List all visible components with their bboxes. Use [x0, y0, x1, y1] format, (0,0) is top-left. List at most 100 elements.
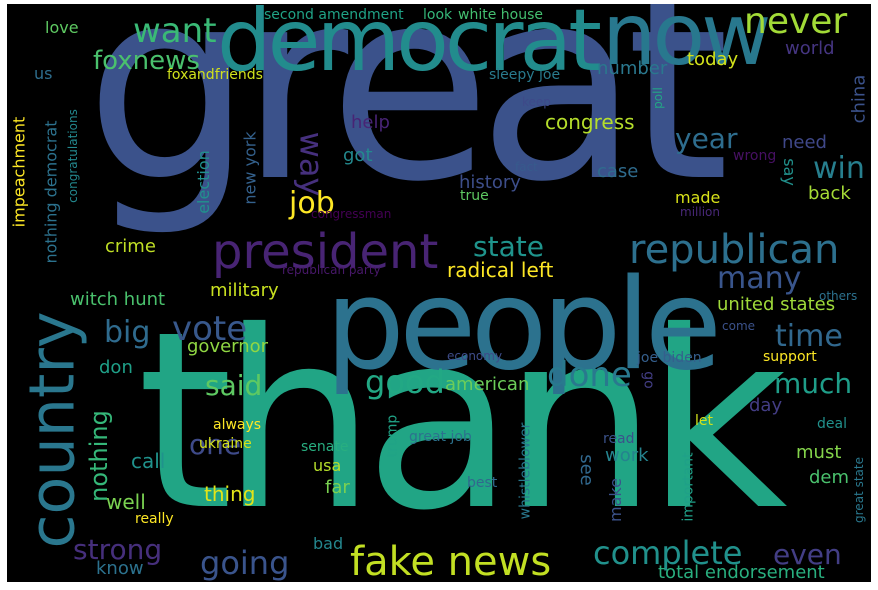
word-well: well: [106, 490, 146, 514]
word-foxnews: foxnews: [93, 46, 200, 76]
word-make: make: [605, 478, 625, 522]
word-many: many: [717, 261, 802, 296]
word-said: said: [205, 369, 263, 402]
word-know: know: [96, 558, 144, 579]
word-total-endorsement: total endorsement: [658, 562, 825, 582]
word-thing: thing: [204, 482, 256, 506]
word-important: important: [680, 452, 697, 522]
word-come: come: [722, 319, 756, 333]
word-us: us: [34, 64, 53, 83]
word-dem: dem: [809, 467, 850, 488]
word-really: really: [135, 511, 174, 527]
word-day: day: [749, 395, 783, 416]
word-history: history: [459, 172, 521, 193]
word-one: one: [189, 428, 242, 461]
word-witch-hunt: witch hunt: [70, 289, 166, 310]
word-call: call: [131, 449, 166, 473]
word-great: great: [85, 4, 730, 240]
word-got: got: [343, 145, 373, 166]
word-congress: congress: [545, 110, 635, 134]
word-want: want: [133, 11, 217, 51]
word-strong: strong: [73, 533, 163, 566]
word-big: big: [104, 315, 151, 350]
word-trump: trump: [384, 414, 401, 458]
word-republican: republican: [629, 227, 840, 273]
word-second-amendment: second amendment: [264, 7, 404, 23]
word-others: others: [819, 289, 858, 303]
word-see: see: [575, 454, 597, 486]
word-joe-biden: joe biden: [637, 350, 702, 366]
word-china: china: [848, 74, 870, 124]
word-love: love: [45, 18, 79, 37]
word-done: done: [547, 355, 632, 395]
word-time: time: [775, 319, 843, 354]
word-support: support: [763, 349, 817, 365]
word-american: american: [445, 374, 530, 395]
word-democrat: democrat: [217, 4, 602, 91]
word-number: number: [597, 58, 668, 79]
word-congressman: congressman: [311, 207, 392, 221]
word-best: best: [467, 475, 498, 491]
word-impeachment: impeachment: [9, 116, 29, 228]
word-vote: vote: [172, 309, 248, 349]
word-ukraine: ukraine: [199, 436, 252, 452]
word-made: made: [675, 188, 721, 207]
word-cloud: great thank people democrat now country …: [7, 4, 871, 582]
word-don: don: [99, 357, 133, 378]
word-state: state: [473, 230, 544, 263]
word-let: let: [695, 413, 713, 429]
word-good: good: [365, 363, 445, 401]
word-poll: poll: [650, 87, 665, 109]
word-nothing-democrat: nothing democrat: [41, 120, 61, 264]
word-complete: complete: [593, 534, 743, 572]
word-white-house: white house: [458, 7, 543, 23]
word-foxandfriends: foxandfriends: [167, 67, 263, 83]
word-case: case: [597, 161, 639, 182]
word-fact: fact: [515, 160, 538, 174]
word-job: job: [289, 186, 335, 221]
word-back: back: [808, 183, 851, 204]
word-true: true: [460, 188, 489, 204]
word-congratulations: congratulations: [65, 109, 80, 203]
word-great-state: great state: [851, 457, 866, 523]
word-bad: bad: [313, 534, 344, 553]
word-country: country: [15, 311, 89, 549]
word-new-york: new york: [240, 131, 260, 205]
word-go: go: [640, 371, 657, 389]
word-far: far: [325, 477, 350, 498]
word-radical-left: radical left: [447, 258, 554, 282]
word-great-job: great job: [409, 429, 472, 445]
word-always: always: [213, 417, 262, 433]
word-must: must: [796, 442, 842, 463]
word-win: win: [813, 151, 865, 186]
word-nothing: nothing: [84, 410, 113, 502]
word-say: say: [779, 158, 799, 186]
word-read: read: [603, 431, 635, 447]
word-way: way: [292, 131, 331, 197]
word-wrong: wrong: [733, 148, 777, 164]
word-republican-party: republican party: [282, 263, 381, 277]
word-deal: deal: [817, 416, 847, 432]
word-economy: economy: [447, 349, 503, 363]
word-need: need: [782, 132, 827, 153]
word-whistleblower: whistleblower: [517, 422, 534, 520]
word-keep: keep: [522, 95, 551, 109]
word-world: world: [785, 38, 835, 59]
word-even: even: [773, 538, 842, 571]
word-usa: usa: [313, 456, 342, 475]
word-now: now: [602, 4, 771, 85]
word-thank: thank: [137, 279, 788, 564]
word-today: today: [687, 49, 739, 70]
word-united-states: united states: [717, 294, 836, 315]
word-work: work: [605, 445, 649, 466]
word-governor: governor: [187, 336, 269, 357]
word-president: president: [212, 224, 439, 280]
word-year: year: [675, 122, 738, 155]
word-never: never: [744, 4, 848, 42]
word-fake-news: fake news: [350, 539, 552, 582]
word-election: election: [193, 150, 213, 214]
word-military: military: [210, 280, 279, 301]
word-sleepy-joe: sleepy joe: [489, 67, 561, 83]
word-crime: crime: [105, 236, 156, 257]
word-help: help: [351, 112, 390, 133]
